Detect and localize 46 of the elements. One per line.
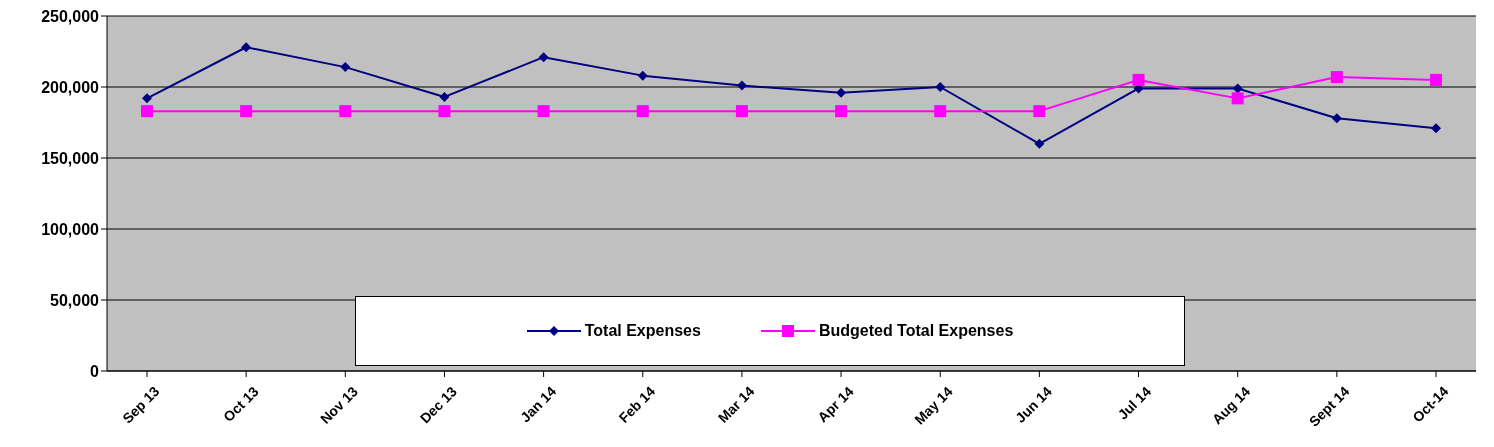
point	[1331, 113, 1342, 124]
point	[538, 52, 549, 63]
x-tick-label: Sep 13	[119, 383, 163, 427]
point	[439, 91, 450, 102]
x-tick-label: Jan 14	[516, 383, 560, 426]
y-tick-label: 200,000	[41, 78, 100, 96]
point	[934, 105, 947, 118]
legend-label: Total Expenses	[584, 322, 701, 340]
x-tick-label: Apr 14	[814, 383, 857, 426]
point	[1033, 105, 1046, 118]
x-tick-label: Dec 13	[416, 383, 461, 427]
y-tick-label: 150,000	[41, 149, 100, 167]
y-tick-label: 250,000	[41, 7, 100, 25]
point	[736, 80, 747, 91]
point	[637, 70, 648, 81]
y-tick-label: 0	[90, 362, 100, 380]
x-tick-label: Mar 14	[714, 383, 758, 426]
point	[1232, 83, 1243, 94]
point	[935, 82, 946, 92]
point	[735, 105, 748, 118]
point	[1330, 71, 1343, 84]
x-tick-label: Feb 14	[615, 383, 659, 426]
point	[142, 93, 152, 104]
point	[1132, 73, 1145, 86]
point	[241, 42, 252, 53]
y-tick-label: 100,000	[41, 220, 100, 238]
point	[1231, 92, 1244, 105]
point	[340, 62, 351, 73]
y-tick-label: 50,000	[50, 291, 100, 309]
x-tick-label: Oct 13	[220, 383, 262, 425]
point	[1430, 73, 1442, 86]
x-tick-label: Nov 13	[317, 383, 361, 427]
x-tick-label: Aug 14	[1208, 383, 1254, 428]
point	[636, 105, 649, 118]
x-tick-label: Jun 14	[1012, 383, 1056, 426]
point	[537, 105, 550, 118]
point	[1431, 123, 1441, 134]
point	[240, 105, 253, 118]
point	[1034, 138, 1045, 149]
point	[836, 87, 847, 98]
x-tick-label: Jul 14	[1114, 383, 1155, 423]
legend-label: Budgeted Total Expenses	[818, 322, 1014, 340]
point	[339, 105, 352, 118]
point	[141, 105, 153, 118]
point	[835, 105, 848, 118]
point	[438, 105, 451, 118]
